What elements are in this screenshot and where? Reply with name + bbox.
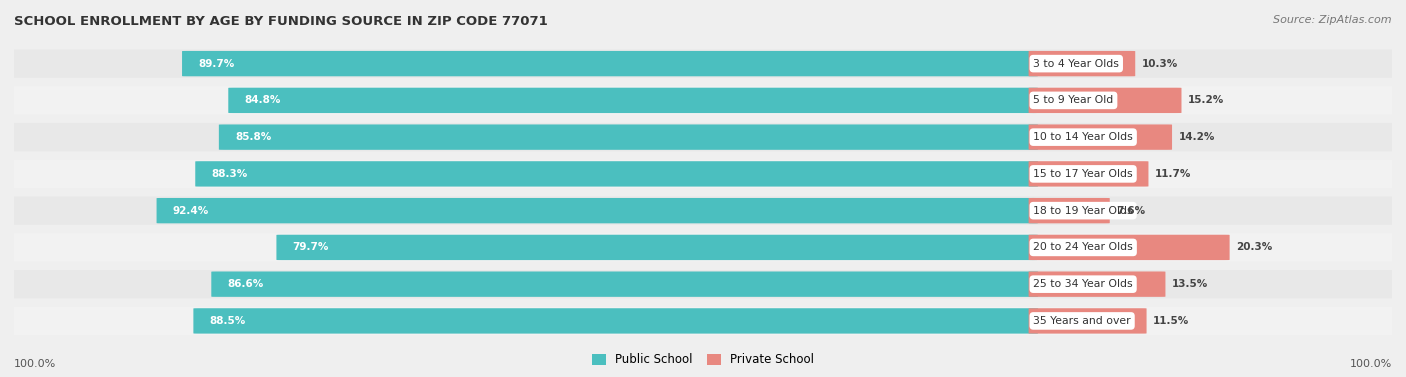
FancyBboxPatch shape — [1029, 124, 1173, 150]
FancyBboxPatch shape — [10, 307, 1396, 335]
Text: 14.2%: 14.2% — [1178, 132, 1215, 142]
Text: 100.0%: 100.0% — [1350, 359, 1392, 369]
FancyBboxPatch shape — [211, 271, 1038, 297]
Text: 18 to 19 Year Olds: 18 to 19 Year Olds — [1033, 205, 1133, 216]
Text: 35 Years and over: 35 Years and over — [1033, 316, 1130, 326]
FancyBboxPatch shape — [277, 235, 1038, 260]
Text: 84.8%: 84.8% — [245, 95, 281, 106]
Text: Source: ZipAtlas.com: Source: ZipAtlas.com — [1274, 15, 1392, 25]
Text: 13.5%: 13.5% — [1173, 279, 1208, 289]
FancyBboxPatch shape — [195, 161, 1038, 187]
FancyBboxPatch shape — [10, 123, 1396, 151]
FancyBboxPatch shape — [1029, 308, 1146, 334]
FancyBboxPatch shape — [1029, 198, 1109, 223]
Text: 7.6%: 7.6% — [1116, 205, 1146, 216]
Text: 100.0%: 100.0% — [14, 359, 56, 369]
Text: 92.4%: 92.4% — [173, 205, 209, 216]
Text: 3 to 4 Year Olds: 3 to 4 Year Olds — [1033, 58, 1119, 69]
Text: 20.3%: 20.3% — [1236, 242, 1272, 253]
FancyBboxPatch shape — [10, 49, 1396, 78]
Text: 5 to 9 Year Old: 5 to 9 Year Old — [1033, 95, 1114, 106]
FancyBboxPatch shape — [10, 86, 1396, 115]
FancyBboxPatch shape — [219, 124, 1038, 150]
FancyBboxPatch shape — [1029, 161, 1149, 187]
FancyBboxPatch shape — [1029, 88, 1181, 113]
FancyBboxPatch shape — [1029, 51, 1135, 76]
Text: 88.3%: 88.3% — [211, 169, 247, 179]
Text: 15.2%: 15.2% — [1188, 95, 1225, 106]
Text: 15 to 17 Year Olds: 15 to 17 Year Olds — [1033, 169, 1133, 179]
Text: 88.5%: 88.5% — [209, 316, 246, 326]
FancyBboxPatch shape — [10, 196, 1396, 225]
Legend: Public School, Private School: Public School, Private School — [586, 349, 820, 371]
FancyBboxPatch shape — [10, 270, 1396, 298]
Text: 11.5%: 11.5% — [1153, 316, 1189, 326]
Text: 89.7%: 89.7% — [198, 58, 235, 69]
FancyBboxPatch shape — [228, 88, 1038, 113]
FancyBboxPatch shape — [181, 51, 1038, 76]
FancyBboxPatch shape — [1029, 235, 1230, 260]
Text: 79.7%: 79.7% — [292, 242, 329, 253]
FancyBboxPatch shape — [156, 198, 1038, 223]
FancyBboxPatch shape — [1029, 271, 1166, 297]
Text: 86.6%: 86.6% — [228, 279, 263, 289]
Text: 20 to 24 Year Olds: 20 to 24 Year Olds — [1033, 242, 1133, 253]
Text: 11.7%: 11.7% — [1156, 169, 1191, 179]
Text: SCHOOL ENROLLMENT BY AGE BY FUNDING SOURCE IN ZIP CODE 77071: SCHOOL ENROLLMENT BY AGE BY FUNDING SOUR… — [14, 15, 548, 28]
FancyBboxPatch shape — [10, 160, 1396, 188]
Text: 10 to 14 Year Olds: 10 to 14 Year Olds — [1033, 132, 1133, 142]
Text: 10.3%: 10.3% — [1142, 58, 1178, 69]
Text: 25 to 34 Year Olds: 25 to 34 Year Olds — [1033, 279, 1133, 289]
FancyBboxPatch shape — [10, 233, 1396, 262]
FancyBboxPatch shape — [194, 308, 1038, 334]
Text: 85.8%: 85.8% — [235, 132, 271, 142]
